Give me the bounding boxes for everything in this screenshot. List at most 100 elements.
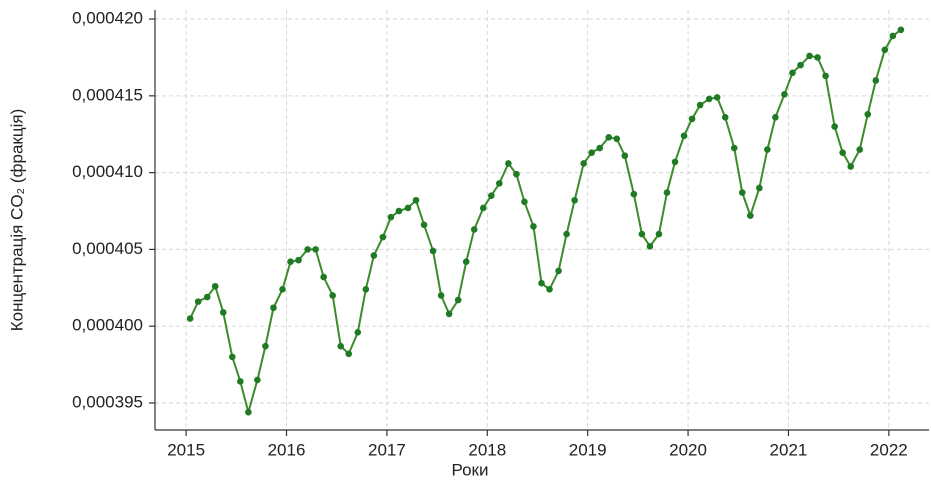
data-point bbox=[270, 304, 277, 312]
data-point bbox=[254, 376, 261, 384]
data-point bbox=[279, 286, 286, 293]
data-point bbox=[856, 146, 864, 153]
data-point bbox=[228, 353, 236, 361]
x-tick-label: 2017 bbox=[368, 440, 406, 459]
data-point bbox=[437, 292, 445, 299]
data-point bbox=[696, 101, 704, 109]
data-point bbox=[738, 189, 746, 196]
data-point bbox=[747, 212, 754, 219]
y-axis-label: Концентрація CO₂ (фракція) bbox=[7, 109, 26, 331]
data-point bbox=[462, 258, 470, 265]
data-point bbox=[580, 160, 587, 167]
data-point bbox=[211, 282, 219, 290]
data-point bbox=[680, 132, 688, 140]
data-point bbox=[872, 77, 880, 84]
data-point bbox=[713, 94, 721, 101]
data-point bbox=[454, 296, 462, 304]
x-axis-label: Роки bbox=[452, 460, 489, 479]
data-point bbox=[705, 95, 713, 103]
data-point bbox=[847, 163, 854, 170]
data-point bbox=[897, 26, 905, 34]
data-point bbox=[186, 315, 194, 322]
data-point bbox=[479, 204, 487, 212]
y-tick-label: 0,000400 bbox=[72, 316, 143, 335]
data-point bbox=[237, 378, 244, 385]
data-point bbox=[772, 114, 779, 121]
data-point bbox=[521, 198, 528, 206]
data-point bbox=[304, 246, 311, 253]
data-point bbox=[420, 221, 428, 229]
data-point bbox=[370, 252, 378, 259]
data-point bbox=[194, 298, 202, 305]
data-point bbox=[354, 329, 362, 336]
data-point bbox=[379, 233, 387, 241]
data-point bbox=[412, 196, 420, 204]
data-point bbox=[538, 279, 545, 287]
data-point bbox=[781, 91, 788, 98]
x-tick-label: 2018 bbox=[468, 440, 506, 459]
x-tick-label: 2020 bbox=[669, 440, 707, 459]
data-point bbox=[262, 342, 269, 350]
data-point bbox=[203, 293, 211, 301]
data-point bbox=[445, 310, 453, 318]
data-point bbox=[839, 149, 846, 156]
data-point bbox=[822, 72, 829, 80]
data-point bbox=[797, 61, 804, 69]
data-point bbox=[470, 226, 478, 233]
y-tick-label: 0,000405 bbox=[72, 239, 143, 258]
data-point bbox=[429, 247, 437, 255]
data-point bbox=[245, 408, 252, 416]
data-point bbox=[530, 223, 537, 230]
data-point bbox=[655, 230, 663, 238]
data-point bbox=[362, 286, 370, 293]
data-point bbox=[488, 192, 495, 199]
data-point bbox=[730, 144, 738, 152]
data-point bbox=[219, 309, 227, 316]
data-point bbox=[337, 342, 345, 350]
x-tick-label: 2015 bbox=[167, 440, 205, 459]
x-tick-label: 2016 bbox=[268, 440, 306, 459]
data-point bbox=[881, 46, 889, 54]
y-tick-label: 0,000395 bbox=[72, 392, 143, 411]
data-point bbox=[546, 286, 553, 293]
data-point bbox=[756, 184, 763, 192]
data-point bbox=[345, 350, 353, 358]
data-line bbox=[189, 29, 902, 417]
data-point bbox=[831, 123, 838, 130]
data-point bbox=[555, 267, 562, 275]
data-point bbox=[688, 115, 696, 123]
data-point bbox=[663, 189, 671, 196]
data-point bbox=[287, 258, 294, 265]
data-point bbox=[638, 230, 646, 238]
data-point bbox=[404, 204, 412, 212]
data-point bbox=[621, 152, 629, 160]
data-point bbox=[295, 256, 302, 264]
data-point bbox=[387, 213, 395, 221]
data-point bbox=[571, 196, 578, 204]
data-point bbox=[721, 114, 729, 121]
data-point bbox=[814, 54, 821, 61]
data-point bbox=[513, 170, 520, 178]
data-point bbox=[889, 32, 897, 40]
data-point bbox=[806, 52, 813, 60]
data-point bbox=[630, 190, 638, 198]
x-tick-label: 2019 bbox=[569, 440, 607, 459]
x-tick-label: 2021 bbox=[770, 440, 808, 459]
y-tick-label: 0,000420 bbox=[72, 9, 143, 28]
data-point bbox=[764, 146, 771, 153]
data-point bbox=[505, 160, 512, 167]
data-point bbox=[864, 110, 872, 118]
data-point bbox=[312, 246, 319, 253]
x-tick-label: 2022 bbox=[870, 440, 908, 459]
y-tick-label: 0,000410 bbox=[72, 162, 143, 181]
data-point bbox=[588, 149, 595, 156]
y-tick-label: 0,000415 bbox=[72, 85, 143, 104]
data-point bbox=[789, 69, 796, 77]
data-point bbox=[596, 144, 604, 152]
data-point bbox=[613, 135, 621, 143]
data-point bbox=[395, 207, 403, 215]
data-point bbox=[605, 134, 613, 141]
data-point bbox=[646, 243, 654, 250]
data-point bbox=[671, 158, 679, 166]
